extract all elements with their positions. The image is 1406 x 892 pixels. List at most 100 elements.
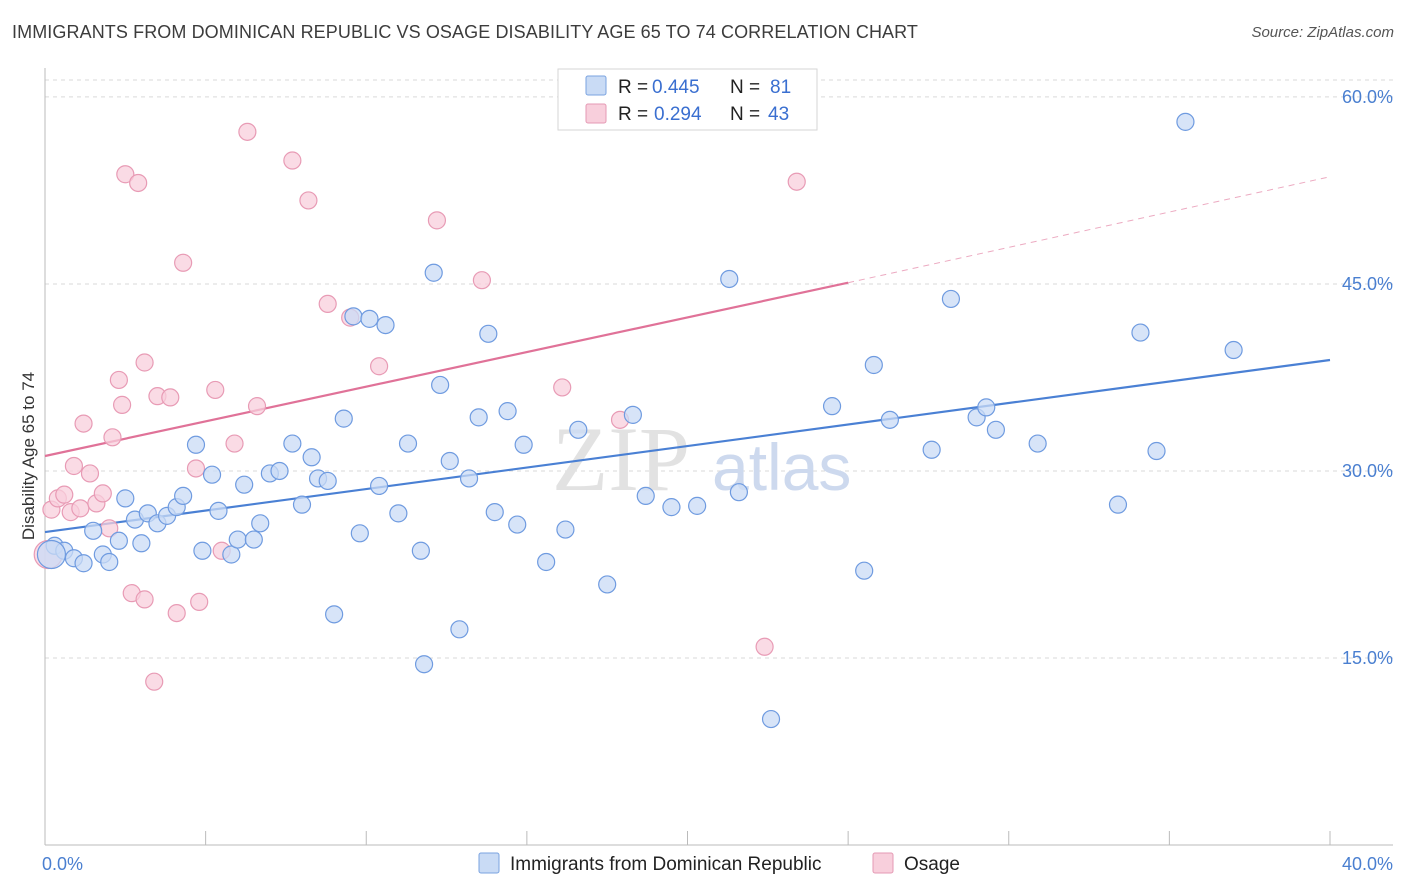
point-osage-29: [238, 122, 257, 141]
point-dominican-4: [84, 521, 103, 540]
point-dominican-65: [822, 397, 842, 416]
point-osage-25: [190, 592, 209, 611]
point-osage-11: [103, 428, 122, 447]
point-dominican-58: [623, 405, 642, 424]
point-dominican-7: [109, 531, 128, 550]
point-dominican-73: [986, 420, 1006, 439]
point-osage-18: [135, 353, 154, 372]
point-dominican-49: [479, 324, 498, 343]
point-dominican-63: [729, 483, 749, 502]
point-osage-23: [174, 253, 193, 272]
x-tick-label-1: 40.0%: [1342, 854, 1393, 874]
point-dominican-77: [1147, 441, 1166, 461]
legend-n-label-pink: N =: [730, 104, 760, 125]
point-osage-6: [74, 414, 93, 433]
point-dominican-15: [174, 486, 193, 506]
y-tick-label-3: 60.0%: [1342, 87, 1393, 107]
point-dominican-54: [537, 552, 556, 572]
point-osage-13: [112, 395, 132, 414]
point-osage-24: [186, 459, 206, 478]
y-tick-label-1: 30.0%: [1342, 461, 1393, 481]
series-legend-swatch-pink: [872, 852, 894, 874]
legend-n-value-pink: 43: [768, 104, 789, 125]
legend-swatch-blue: [585, 75, 607, 96]
point-osage-32: [299, 191, 318, 210]
point-dominican-69: [922, 440, 941, 459]
point-dominican-44: [431, 375, 450, 395]
point-osage-12: [109, 370, 128, 390]
point-dominican-18: [202, 465, 222, 484]
point-dominican-64: [761, 709, 781, 729]
point-osage-36: [427, 211, 447, 230]
legend-r-label-pink: R =: [618, 104, 648, 125]
point-osage-40: [755, 637, 774, 656]
grid: [45, 79, 1393, 659]
point-osage-38: [553, 378, 572, 397]
point-dominican-39: [389, 504, 408, 523]
point-dominican-6: [100, 552, 119, 572]
point-dominican-50: [485, 503, 504, 522]
point-dominican-79: [1224, 340, 1243, 360]
legend-n-value-blue: 81: [770, 77, 791, 98]
point-dominican-74: [1028, 434, 1047, 453]
legend-r-label-blue: R =: [618, 77, 648, 98]
point-dominican-75: [1108, 495, 1128, 514]
point-dominican-40: [398, 434, 418, 453]
point-dominican-16: [186, 435, 206, 454]
series-legend-label-pink: Osage: [904, 854, 960, 875]
series-legend-label-blue: Immigrants from Dominican Republic: [510, 854, 822, 875]
point-dominican-55: [556, 520, 575, 539]
point-dominican-35: [350, 524, 369, 543]
legend-n-label-blue: N =: [730, 77, 760, 98]
chart-title: IMMIGRANTS FROM DOMINICAN REPUBLIC VS OS…: [12, 22, 919, 42]
point-dominican-68: [880, 410, 899, 429]
point-dominican-45: [440, 451, 459, 471]
point-dominican-37: [370, 476, 389, 496]
trend-line-blue: [44, 358, 1331, 534]
y-tick-label-2: 45.0%: [1342, 274, 1393, 294]
legend-swatch-pink: [585, 103, 607, 124]
point-dominican-43: [424, 263, 443, 282]
point-dominican-53: [514, 435, 533, 454]
point-osage-26: [206, 380, 225, 400]
point-osage-28: [225, 434, 244, 453]
trend-lines: [44, 176, 1331, 534]
point-osage-14: [116, 165, 135, 184]
axes: 0.0% 40.0% 15.0% 30.0% 45.0% 60.0%: [42, 68, 1393, 874]
point-dominican-22: [235, 475, 254, 494]
point-dominican-56: [569, 420, 588, 439]
point-dominican-48: [469, 408, 488, 427]
point-dominican-32: [325, 605, 344, 624]
point-dominican-41: [411, 541, 430, 560]
point-osage-17: [135, 590, 154, 609]
point-dominican-23: [244, 530, 263, 549]
point-osage-16: [129, 173, 148, 193]
legend-r-value-pink: 0.294: [654, 104, 702, 125]
point-dominican-8: [116, 489, 135, 508]
point-dominican-72: [977, 398, 996, 417]
point-dominican-80: [36, 539, 67, 570]
trend-line-pink-extension: [848, 176, 1331, 284]
point-dominican-51: [498, 402, 517, 421]
point-osage-33: [318, 294, 337, 313]
point-dominican-28: [292, 495, 312, 514]
point-dominican-60: [662, 498, 681, 517]
point-dominican-20: [222, 545, 241, 564]
point-osage-41: [787, 172, 806, 191]
point-dominican-76: [1131, 323, 1150, 342]
point-dominican-38: [376, 315, 395, 335]
point-dominican-33: [334, 409, 353, 428]
series-legend: Immigrants from Dominican Republic Osage: [478, 852, 960, 875]
point-dominican-57: [598, 575, 617, 594]
point-osage-9: [93, 484, 112, 503]
chart-source: Source: ZipAtlas.com: [1251, 24, 1394, 41]
stats-legend: R = 0.445 N = 81 R = 0.294 N = 43: [557, 68, 818, 131]
point-dominican-52: [508, 515, 527, 534]
point-osage-7: [80, 464, 100, 483]
point-dominican-26: [270, 461, 289, 481]
point-dominican-34: [344, 307, 363, 326]
point-dominican-62: [720, 269, 739, 289]
legend-r-value-blue: 0.445: [652, 77, 700, 98]
point-osage-22: [167, 603, 186, 623]
